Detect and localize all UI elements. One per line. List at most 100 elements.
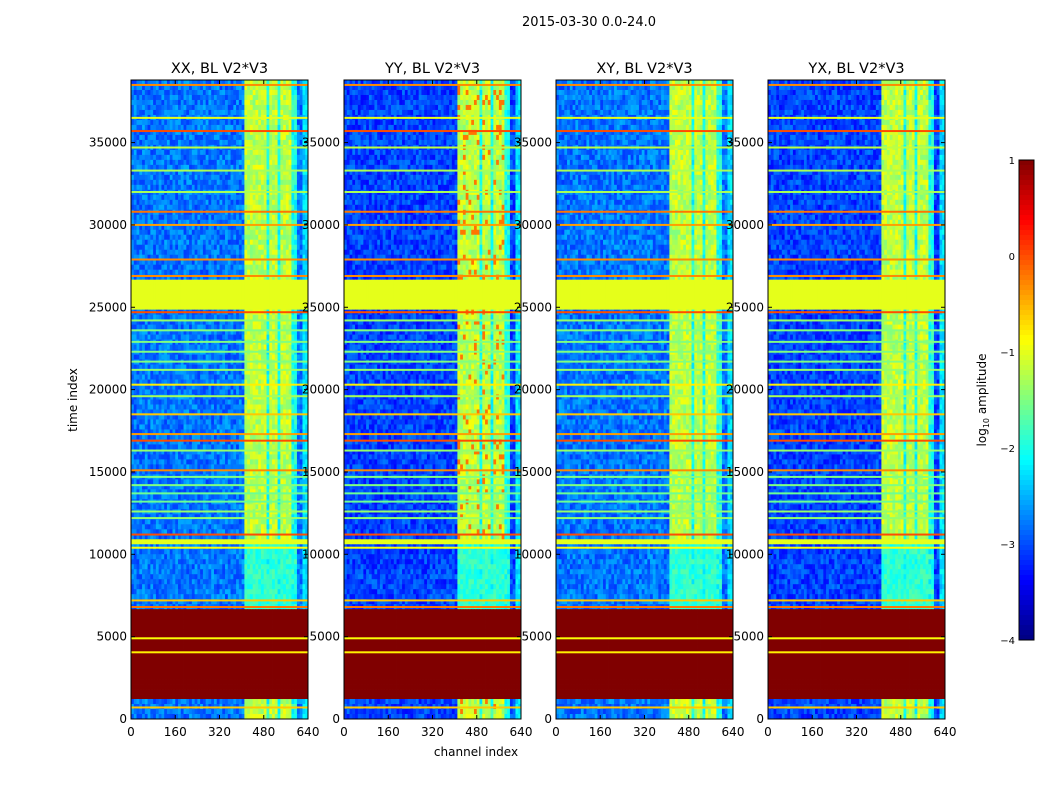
heatmap-cell <box>208 80 212 86</box>
heatmap-cell <box>131 419 135 425</box>
heatmap-cell <box>189 304 193 311</box>
heatmap-cell <box>291 374 295 380</box>
heatmap-cell <box>183 134 187 141</box>
heatmap-cell <box>191 234 196 241</box>
heatmap-cell <box>247 129 251 136</box>
heatmap-cell <box>147 249 151 256</box>
heatmap-cell <box>252 274 256 281</box>
heatmap-cell <box>153 84 157 91</box>
heatmap-cell <box>222 304 226 311</box>
heatmap-cell <box>155 374 160 380</box>
heatmap-cell <box>194 134 198 141</box>
heatmap-cell <box>147 319 151 326</box>
heatmap-cell <box>136 244 140 251</box>
heatmap-cell <box>299 159 303 166</box>
heatmap-cell <box>158 439 162 445</box>
heatmap-cell <box>202 179 207 186</box>
heatmap-cell <box>272 239 276 246</box>
heatmap-cell <box>225 219 229 226</box>
heatmap-cell <box>131 269 135 276</box>
heatmap-cell <box>131 324 135 331</box>
heatmap-cell <box>166 304 171 311</box>
heatmap-cell <box>269 174 273 181</box>
heatmap-cell <box>191 244 196 251</box>
heatmap-cell <box>175 294 179 301</box>
heatmap-cell <box>263 444 267 450</box>
heatmap-cell <box>274 179 278 186</box>
heatmap-cell <box>244 269 248 276</box>
heatmap-cell <box>258 254 262 261</box>
heatmap-cell <box>236 439 240 445</box>
heatmap-cell <box>169 449 173 455</box>
heatmap-cell <box>200 94 204 101</box>
heatmap-cell <box>166 94 171 101</box>
heatmap-cell <box>280 324 284 331</box>
heatmap-cell <box>180 159 184 166</box>
heatmap-cell <box>302 204 306 211</box>
heatmap-cell <box>274 384 278 390</box>
heatmap-cell <box>178 409 182 415</box>
heatmap-cell <box>213 344 218 350</box>
heatmap-cell <box>296 294 301 301</box>
heatmap-cell <box>277 199 281 206</box>
heatmap-cell <box>197 379 201 385</box>
heatmap-cell <box>225 94 229 101</box>
heatmap-cell <box>133 174 137 181</box>
heatmap-cell <box>225 269 229 276</box>
heatmap-cell <box>202 434 207 440</box>
heatmap-cell <box>233 159 237 166</box>
heatmap-cell <box>241 344 245 350</box>
heatmap-cell <box>222 214 226 221</box>
heatmap-cell <box>136 214 140 221</box>
heatmap-cell <box>161 384 165 390</box>
heatmap-cell <box>252 334 256 340</box>
heatmap-cell <box>280 344 284 350</box>
heatmap-cell <box>244 184 248 191</box>
heatmap-cell <box>147 379 151 385</box>
heatmap-cell <box>200 184 204 191</box>
heatmap-cell <box>233 99 237 106</box>
heatmap-cell <box>255 229 259 236</box>
heatmap-cell <box>189 199 193 206</box>
heatmap-cell <box>153 379 157 385</box>
heatmap-cell <box>222 459 226 465</box>
heatmap-cell <box>283 139 287 146</box>
heatmap-cell <box>280 154 284 161</box>
heatmap-cell <box>277 154 281 161</box>
heatmap-cell <box>222 269 226 276</box>
heatmap-cell <box>164 249 168 256</box>
heatmap-cell <box>155 124 160 131</box>
heatmap-cell <box>189 99 193 106</box>
heatmap-cell <box>244 419 248 425</box>
heatmap-cell <box>150 429 154 435</box>
heatmap-cell <box>166 354 171 360</box>
heatmap-cell <box>280 164 284 171</box>
heatmap-cell <box>189 139 193 146</box>
heatmap-cell <box>153 459 157 465</box>
heatmap-cell <box>283 274 287 281</box>
heatmap-cell <box>280 384 284 390</box>
heatmap-cell <box>144 364 148 370</box>
heatmap-cell <box>219 264 223 271</box>
heatmap-cell <box>155 284 160 291</box>
heatmap-cell <box>225 234 229 241</box>
heatmap-cell <box>283 129 287 136</box>
heatmap-cell <box>213 354 218 360</box>
heatmap-cell <box>147 129 151 136</box>
heatmap-cell <box>233 134 237 141</box>
heatmap-cell <box>283 99 287 106</box>
heatmap-cell <box>244 234 248 241</box>
heatmap-cell <box>189 279 193 286</box>
heatmap-cell <box>205 179 209 186</box>
heatmap-cell <box>288 414 292 420</box>
heatmap-cell <box>161 234 165 241</box>
heatmap-cell <box>280 89 284 96</box>
heatmap-cell <box>197 219 201 226</box>
heatmap-cell <box>222 164 226 171</box>
panels-group: 0 160 320 480 640050001000015000200002500030… <box>89 61 957 739</box>
heatmap-cell <box>263 424 267 430</box>
heatmap-cell <box>131 374 135 380</box>
heatmap-cell <box>285 99 290 106</box>
heatmap-cell <box>288 154 292 161</box>
heatmap-cell <box>230 234 234 241</box>
